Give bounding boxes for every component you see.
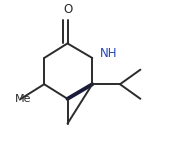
Text: NH: NH — [100, 47, 117, 60]
Text: Me: Me — [15, 94, 31, 104]
Text: O: O — [63, 3, 72, 16]
